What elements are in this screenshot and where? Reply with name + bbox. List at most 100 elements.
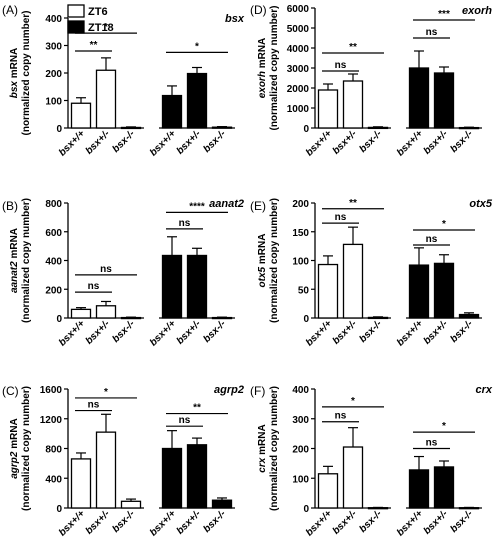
significance-label: ns (100, 264, 112, 275)
category-label: bsx-/- (357, 128, 384, 155)
y-axis-label: (normalized copy number) (269, 5, 280, 130)
y-tick-label: 100 (45, 97, 62, 108)
significance-label: ns (88, 281, 100, 292)
category-label: bsx+/- (175, 128, 204, 157)
panel-label: (E) (250, 199, 266, 213)
y-tick-label: 0 (56, 314, 62, 325)
category-label: bsx+/- (422, 508, 451, 537)
y-axis-label: (normalized copy number) (21, 386, 32, 511)
significance-label: ns (179, 415, 191, 426)
significance-label: ** (90, 40, 98, 51)
y-tick-label: 0 (303, 504, 309, 515)
bar-zt6-1 (95, 69, 117, 129)
significance-label: ns (426, 438, 438, 449)
y-tick-label: 2000 (287, 84, 310, 95)
bar-zt6-0 (70, 308, 92, 319)
bar-zt6-0 (70, 102, 92, 129)
category-label: bsx-/- (201, 508, 228, 535)
y-axis-label: (normalized copy number) (269, 386, 280, 511)
y-tick-label: 4000 (287, 44, 310, 55)
gene-title: agrp2 (214, 384, 244, 396)
y-tick-label: 200 (292, 199, 309, 210)
significance-label: ns (335, 212, 347, 223)
gene-title: exorh (462, 5, 492, 17)
bar-zt18-1 (433, 466, 455, 509)
significance-label: ** (193, 403, 201, 414)
bar-zt6-2 (120, 126, 142, 130)
bar-zt18-2 (211, 126, 233, 129)
legend-swatch-zt18 (67, 20, 85, 34)
category-label: bsx-/- (110, 128, 137, 155)
gene-title: crx (475, 384, 492, 396)
y-tick-label: 0 (303, 314, 309, 325)
legend: ZT6 ZT18 (67, 4, 114, 34)
y-tick-label: 200 (292, 445, 309, 456)
y-tick-label: 100 (292, 474, 309, 485)
y-tick-label: 1600 (40, 385, 63, 396)
significance-label: * (442, 421, 446, 432)
significance-label: ns (179, 218, 191, 229)
significance-label: * (351, 396, 355, 407)
y-tick-label: 800 (45, 445, 62, 456)
bar-zt6-0 (70, 458, 92, 509)
y-tick-label: 800 (45, 199, 62, 210)
bar-zt6-0 (317, 473, 339, 509)
bar-zt18-0 (408, 469, 430, 509)
category-label: bsx-/- (357, 318, 384, 345)
chart-panel-bsx: (A) bsx 0 100 200 300 400 bsx mRNA (normalized c… (2, 3, 245, 159)
significance-label: * (195, 41, 199, 52)
bar-zt18-1 (186, 254, 208, 319)
y-tick-label: 400 (45, 474, 62, 485)
significance-label: ns (335, 411, 347, 422)
y-tick-label: 150 (292, 228, 309, 239)
y-tick-label: 0 (303, 124, 309, 135)
category-label: bsx+/- (422, 128, 451, 157)
category-label: bsx+/- (331, 318, 360, 347)
bar-zt6-1 (342, 80, 364, 129)
chart-panel-agrp2: (C) agrp2 0 400 800 1200 1600 agrp2 mRNA (normal… (2, 384, 244, 539)
category-label: bsx+/+ (148, 508, 178, 538)
significance-label: * (442, 219, 446, 230)
category-label: bsx-/- (110, 318, 137, 345)
legend-label-zt6: ZT6 (88, 6, 108, 18)
bar-zt6-1 (342, 243, 364, 319)
significance-label: **** (189, 201, 205, 212)
y-tick-label: 600 (45, 228, 62, 239)
y-tick-label: 300 (45, 42, 62, 53)
category-label: bsx+/+ (148, 128, 178, 158)
legend-swatch-zt6 (67, 4, 85, 18)
bar-zt6-0 (317, 263, 339, 319)
significance-label: ** (349, 42, 357, 53)
y-tick-label: 200 (45, 285, 62, 296)
panel-label: (C) (2, 384, 19, 398)
gene-title: aanat2 (209, 198, 244, 210)
significance-label: ns (88, 400, 100, 411)
y-tick-label: 50 (298, 285, 310, 296)
bar-zt18-0 (161, 94, 183, 129)
bar-zt18-0 (408, 264, 430, 319)
bar-zt6-1 (95, 431, 117, 509)
bar-zt6-2 (120, 500, 142, 509)
y-tick-label: 400 (45, 14, 62, 25)
y-tick-label: 5000 (287, 24, 310, 35)
y-tick-label: 400 (45, 257, 62, 268)
bar-zt18-2 (211, 499, 233, 509)
y-tick-label: 6000 (287, 4, 310, 15)
y-tick-label: 300 (292, 415, 309, 426)
bar-zt18-0 (408, 67, 430, 129)
category-label: bsx-/- (201, 318, 228, 345)
category-label: bsx+/- (84, 508, 113, 537)
category-label: bsx+/+ (395, 508, 425, 538)
panel-label: (A) (2, 3, 18, 17)
y-tick-label: 200 (45, 69, 62, 80)
significance-label: * (104, 22, 108, 33)
bar-zt6-2 (367, 126, 389, 130)
category-label: bsx+/- (175, 508, 204, 537)
bar-zt6-1 (342, 446, 364, 509)
category-label: bsx+/- (84, 318, 113, 347)
category-label: bsx+/- (331, 508, 360, 537)
y-tick-label: 100 (292, 257, 309, 268)
category-label: bsx-/- (448, 508, 475, 535)
bar-zt18-1 (433, 72, 455, 129)
